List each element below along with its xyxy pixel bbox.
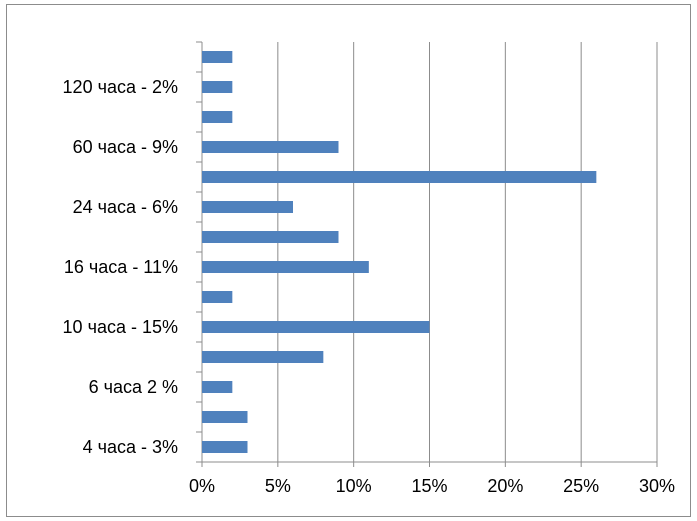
y-tick-label: 60 часа - 9% — [73, 137, 178, 157]
x-tick-label: 5% — [265, 476, 291, 496]
bar — [202, 51, 233, 63]
bar — [202, 381, 233, 393]
x-tick-label: 15% — [411, 476, 447, 496]
x-tick-label: 30% — [639, 476, 675, 496]
x-tick-label: 20% — [487, 476, 523, 496]
y-tick-label: 4 часа - 3% — [83, 437, 178, 457]
bar — [202, 351, 324, 363]
x-tick-label: 10% — [336, 476, 372, 496]
bar — [202, 171, 597, 183]
bar — [202, 441, 248, 453]
x-tick-label: 25% — [563, 476, 599, 496]
bar — [202, 291, 233, 303]
y-tick-label: 16 часа - 11% — [64, 257, 178, 277]
y-tick-label: 10 часа - 15% — [63, 317, 178, 337]
x-tick-label: 0% — [189, 476, 215, 496]
bar — [202, 411, 248, 423]
bar — [202, 141, 339, 153]
bar — [202, 81, 233, 93]
bar — [202, 261, 369, 273]
bar — [202, 201, 293, 213]
y-tick-label: 6 часа 2 % — [89, 377, 178, 397]
bar — [202, 321, 430, 333]
bar — [202, 111, 233, 123]
y-tick-label: 24 часа - 6% — [73, 197, 178, 217]
chart-frame — [6, 4, 691, 517]
y-tick-label: 120 часа - 2% — [63, 77, 178, 97]
bar — [202, 231, 339, 243]
